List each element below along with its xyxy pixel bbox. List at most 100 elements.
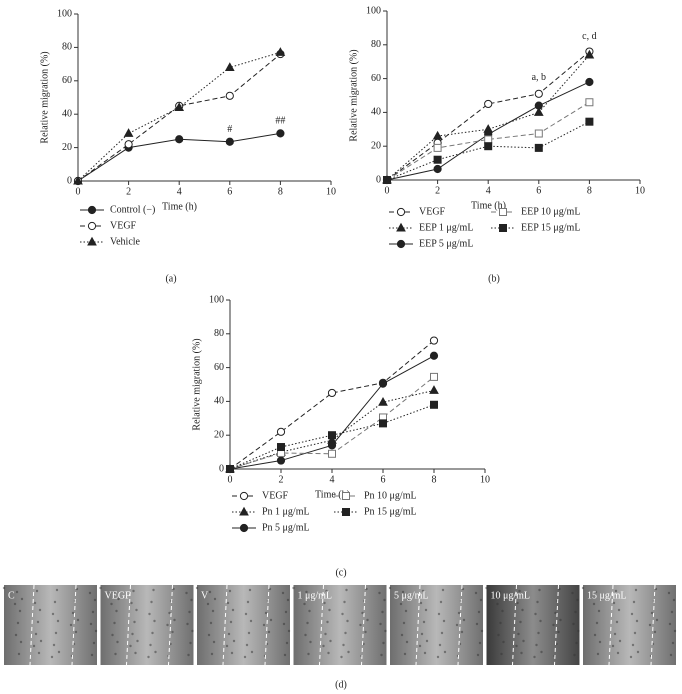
image (293, 585, 387, 665)
cell (421, 589, 425, 593)
cell (474, 591, 478, 595)
cell (154, 650, 157, 654)
cell (50, 655, 54, 659)
cell (597, 609, 601, 613)
wound-edge (264, 584, 270, 666)
cell (574, 610, 577, 614)
y-tick-label: 100 (366, 5, 381, 16)
cell (307, 652, 310, 656)
cell (20, 597, 24, 601)
legend-label: VEGF (110, 220, 137, 231)
marker (584, 49, 595, 59)
cell (55, 588, 59, 592)
cell (172, 587, 175, 591)
micrograph: 1 μg/mL (292, 584, 387, 666)
cell (329, 639, 332, 643)
legend-label: EEP 15 μg/mL (521, 222, 580, 233)
cell (286, 598, 290, 602)
wound-edge (554, 584, 559, 666)
image (486, 585, 580, 665)
cell (264, 611, 268, 615)
x-tick-label: 0 (385, 185, 390, 196)
cell (366, 618, 369, 622)
marker (396, 222, 406, 232)
marker (239, 523, 249, 533)
cell (309, 640, 312, 644)
cell (633, 631, 637, 635)
legend-item: Control (−) (80, 204, 155, 215)
cell (480, 629, 484, 633)
marker (585, 117, 594, 126)
cell (88, 591, 92, 595)
marker (534, 89, 543, 98)
cell (287, 629, 291, 633)
cell (112, 590, 115, 594)
cell (232, 639, 236, 643)
cell (268, 587, 272, 591)
cell (535, 643, 538, 647)
cell (655, 618, 659, 622)
x-tick-label: 4 (486, 185, 491, 196)
cell (630, 612, 634, 616)
cell (612, 601, 616, 605)
marker (433, 164, 442, 174)
cell (89, 622, 93, 626)
annotation: a, b (532, 72, 546, 83)
x-tick-label: 4 (330, 474, 335, 485)
cell (262, 623, 266, 627)
cell (308, 609, 311, 613)
cell (425, 639, 429, 643)
cell (37, 651, 41, 655)
cell (267, 630, 271, 634)
cell (516, 601, 519, 605)
cell (497, 633, 500, 637)
micrograph: 15 μg/mL (581, 584, 677, 666)
cell (540, 650, 543, 654)
x-tick-label: 10 (480, 474, 490, 485)
cell (613, 632, 617, 636)
annotation: ## (275, 116, 285, 127)
wound-edge (512, 584, 517, 666)
cell (39, 639, 43, 643)
cell (51, 612, 55, 616)
cell (437, 612, 441, 616)
wound-edge (126, 584, 131, 666)
marker (124, 140, 133, 149)
cell (310, 597, 313, 601)
cell (304, 633, 307, 637)
cell (479, 598, 483, 602)
cell (135, 608, 138, 612)
cell (361, 611, 364, 615)
image (583, 585, 676, 665)
cell (406, 597, 410, 601)
x-axis-label: Time (h) (315, 489, 350, 500)
marker (276, 427, 286, 436)
image (100, 585, 194, 665)
cell (475, 622, 479, 626)
x-axis-label: Time (h) (471, 200, 506, 211)
cell (518, 589, 521, 593)
marker (224, 62, 235, 71)
series-line (77, 51, 281, 182)
cell (208, 590, 212, 594)
marker (175, 135, 184, 144)
cell (94, 629, 98, 633)
y-tick-label: 80 (371, 39, 381, 50)
cell (345, 588, 348, 592)
y-axis-label: Relative migration (%) (191, 338, 202, 430)
wound-edge (415, 584, 421, 666)
marker (239, 491, 249, 501)
legend-label: EEP 5 μg/mL (419, 238, 473, 249)
marker (174, 102, 185, 112)
cell (186, 622, 189, 626)
cell (190, 598, 193, 602)
cell (669, 653, 673, 657)
cell (305, 590, 308, 594)
cell (673, 629, 677, 633)
y-tick-label: 0 (67, 175, 72, 186)
legend-label: Control (−) (110, 204, 155, 215)
cell (442, 619, 446, 623)
cell (595, 621, 599, 625)
marker (87, 221, 97, 231)
legend-item: Vehicle (80, 236, 141, 247)
